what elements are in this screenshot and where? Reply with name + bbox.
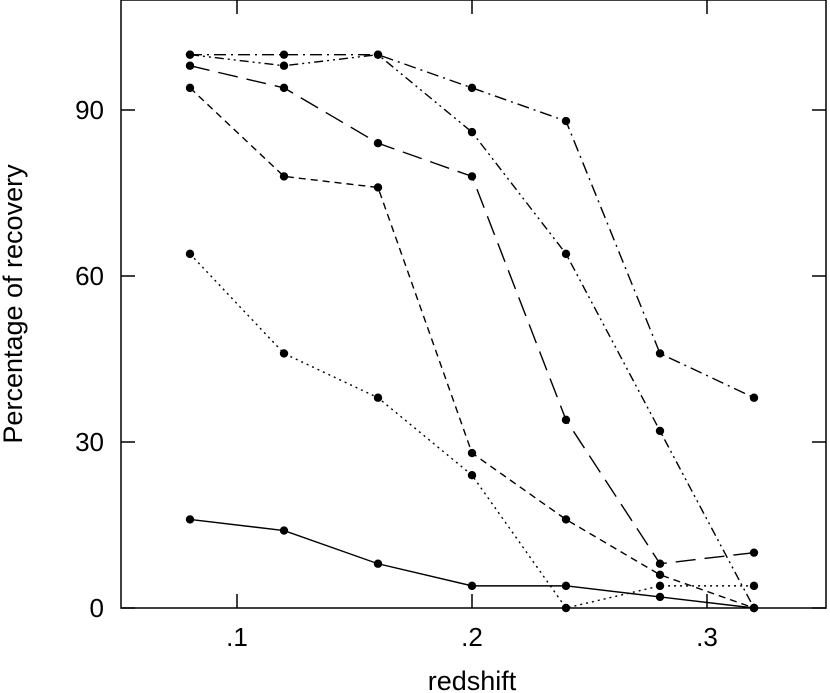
data-point [185,83,195,93]
data-point [561,249,571,259]
y-tick-label: 0 [90,593,104,623]
data-point [185,515,195,524]
data-point [467,471,477,480]
data-point [561,116,571,126]
data-point [373,139,383,148]
data-point [561,581,571,591]
data-point [655,592,665,602]
axis-ticks: .1 .2 .3 0 30 60 90 [75,0,826,652]
series-lines [189,53,755,609]
data-point [655,559,665,568]
y-axis-label: Percentage of recovery [0,164,28,444]
data-point [655,570,665,579]
data-point [749,548,759,557]
y-tick-label: 30 [75,427,104,457]
data-point [185,61,195,70]
data-point [561,415,571,425]
data-point [749,393,759,402]
data-point [655,349,665,358]
data-point [561,603,571,613]
series-line-2 [189,253,754,609]
data-point [467,581,477,591]
data-point [467,172,477,181]
data-point [185,249,195,259]
data-point [749,581,759,591]
data-point [373,393,383,402]
y-tick-label: 90 [75,95,104,125]
x-tick-label: .2 [461,622,483,652]
data-point [749,603,759,613]
data-point [655,426,665,436]
series-points [185,50,759,613]
data-point [467,448,477,458]
x-tick-label: .3 [696,622,718,652]
data-point [373,559,383,568]
data-point [561,515,571,524]
data-point [279,172,289,181]
data-point [279,83,289,93]
series-line-5 [189,53,755,609]
data-point [279,50,289,59]
plot-frame [120,0,827,609]
series-line-4 [189,65,755,565]
data-point [373,183,383,192]
data-point [279,61,289,70]
data-point [373,50,383,59]
x-tick-label: .1 [226,622,248,652]
data-point [279,526,289,535]
series-line-6 [190,53,755,399]
x-axis-label: redshift [428,666,517,693]
y-tick-label: 60 [75,261,104,291]
data-point [185,50,195,59]
data-point [467,127,477,137]
data-point [467,83,477,93]
data-point [279,349,289,358]
data-point [655,581,665,591]
